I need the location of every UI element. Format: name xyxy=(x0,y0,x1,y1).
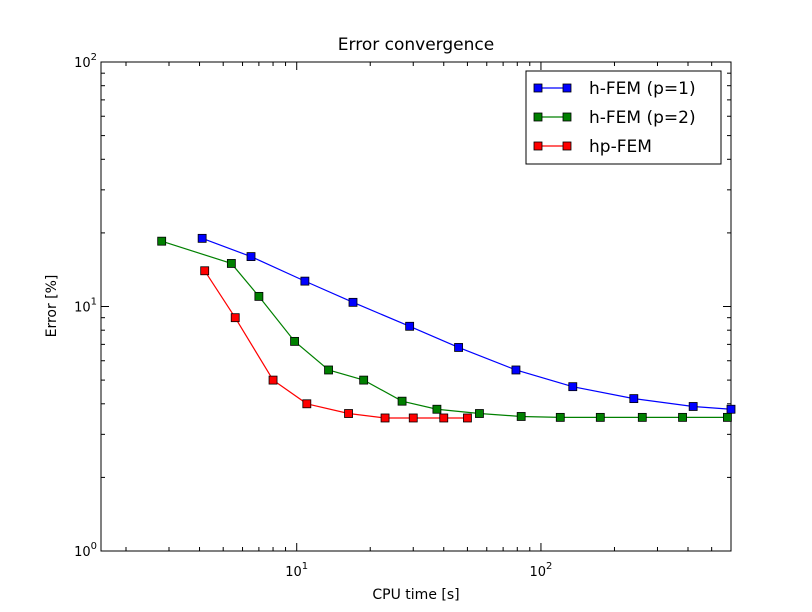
tick-labels: 101 102 100 101 102 xyxy=(74,52,552,580)
series-group xyxy=(197,233,736,414)
data-point xyxy=(516,412,526,421)
legend-label: h-FEM (p=2) xyxy=(589,108,696,128)
data-point xyxy=(723,412,732,422)
series-group xyxy=(200,266,472,423)
legend-marker xyxy=(562,112,572,122)
data-point xyxy=(568,382,578,392)
data-point xyxy=(511,365,521,375)
x-tick-label: 102 xyxy=(529,561,552,580)
data-point xyxy=(595,412,605,422)
data-point xyxy=(290,336,299,346)
series-layer xyxy=(157,233,736,423)
data-point xyxy=(408,413,418,423)
x-axis-label: CPU time [s] xyxy=(372,587,459,603)
y-tick-label: 101 xyxy=(74,297,97,316)
data-point xyxy=(344,409,353,418)
legend-marker xyxy=(562,141,572,151)
data-point xyxy=(348,297,358,307)
data-point xyxy=(230,313,240,323)
data-point xyxy=(463,413,472,423)
data-point xyxy=(157,236,167,246)
data-point xyxy=(405,321,415,331)
data-point xyxy=(254,291,264,301)
series-group xyxy=(157,236,732,422)
data-point xyxy=(226,259,236,268)
chart-title: Error convergence xyxy=(338,35,494,55)
data-point xyxy=(197,233,207,243)
data-point xyxy=(637,412,647,422)
legend-marker xyxy=(533,83,543,93)
data-point xyxy=(302,399,312,409)
x-tick-label: 101 xyxy=(285,561,308,580)
legend-label: h-FEM (p=1) xyxy=(589,79,696,99)
legend-marker xyxy=(533,112,543,122)
legend-label: hp-FEM xyxy=(589,137,652,157)
data-point xyxy=(268,375,278,385)
legend: h-FEM (p=1) h-FEM (p=2) hp-FEM xyxy=(525,70,722,165)
ticks xyxy=(101,61,732,552)
data-point xyxy=(300,276,310,286)
data-point xyxy=(432,404,442,414)
y-axis-label: Error [%] xyxy=(44,275,60,338)
y-tick-label: 100 xyxy=(74,541,97,560)
data-point xyxy=(397,396,407,406)
data-point xyxy=(324,365,333,375)
data-point xyxy=(380,413,390,423)
data-point xyxy=(475,409,484,418)
data-point xyxy=(555,412,565,422)
legend-marker xyxy=(562,83,572,93)
data-point xyxy=(678,412,687,422)
data-point xyxy=(726,404,736,414)
data-point xyxy=(629,394,639,404)
data-point xyxy=(200,266,210,276)
data-point xyxy=(454,343,463,352)
data-point xyxy=(688,402,698,411)
data-point xyxy=(246,252,256,261)
data-point xyxy=(439,413,449,423)
data-point xyxy=(359,375,369,385)
legend-marker xyxy=(533,141,543,151)
y-tick-label: 102 xyxy=(74,52,97,71)
